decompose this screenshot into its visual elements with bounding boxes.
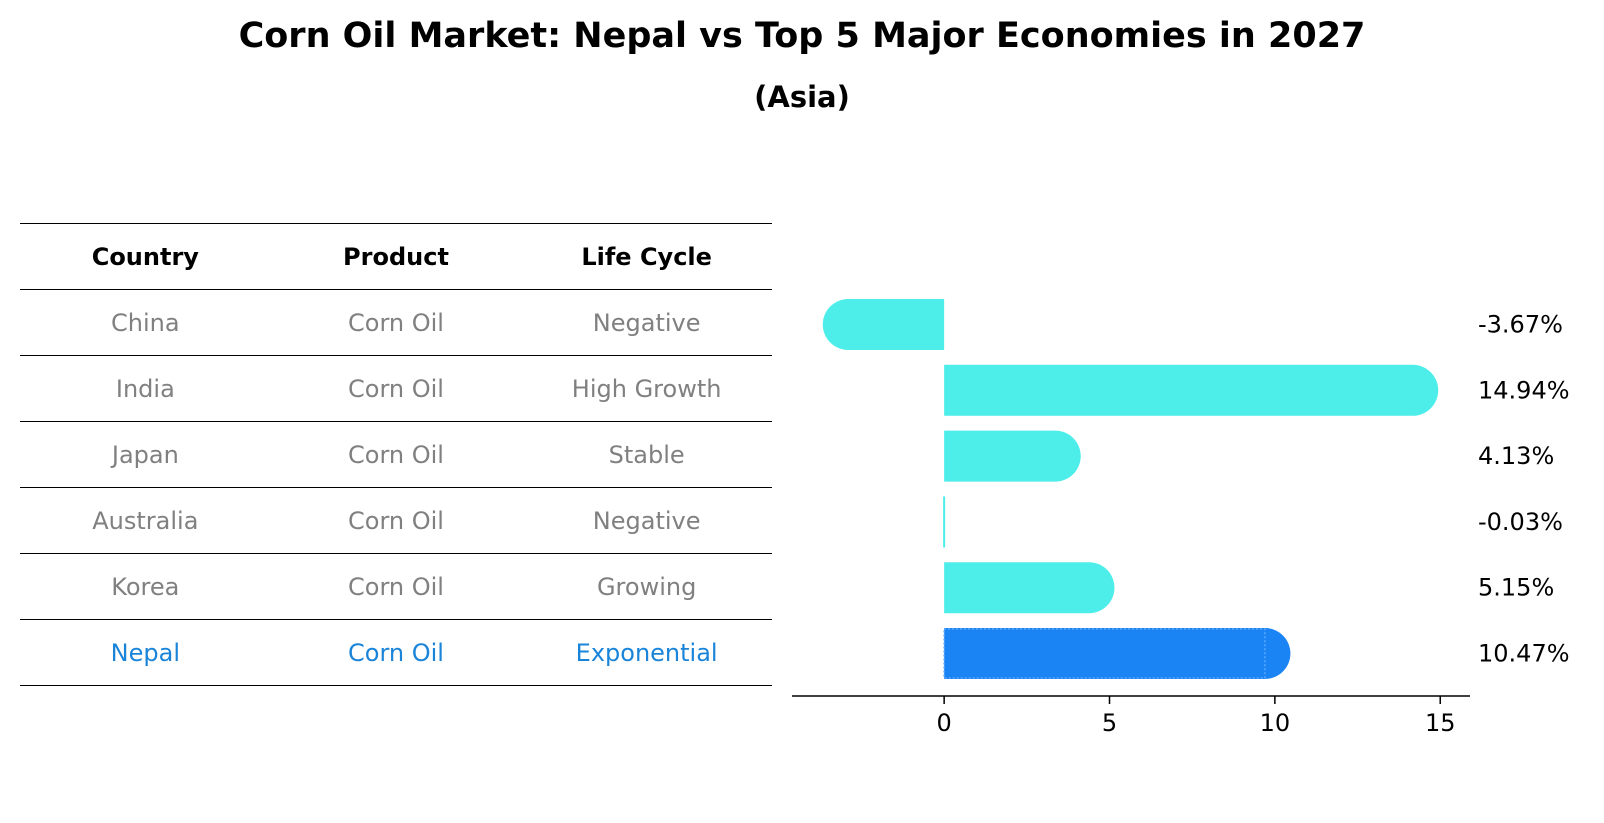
cell-product: Corn Oil xyxy=(348,440,444,469)
table-row: Japan Corn Oil Stable xyxy=(20,422,772,488)
cell-product: Corn Oil xyxy=(348,638,444,667)
cell-life-cycle: Exponential xyxy=(575,638,718,667)
table-row-highlight: Nepal Corn Oil Exponential xyxy=(20,620,772,686)
cell-country: Nepal xyxy=(110,638,180,667)
cell-life-cycle: Negative xyxy=(592,506,701,535)
x-axis: 0 5 10 15 xyxy=(792,695,1470,737)
value-label-australia: -0.03% xyxy=(1478,508,1563,536)
bar-india xyxy=(944,364,1439,416)
value-label-india: 14.94% xyxy=(1478,376,1570,404)
table-row: Australia Corn Oil Negative xyxy=(20,488,772,554)
bar-highlight-outline xyxy=(943,628,1266,679)
cell-life-cycle: High Growth xyxy=(571,374,722,403)
cell-country: China xyxy=(111,308,180,337)
cell-country: India xyxy=(115,374,175,403)
table-row: India Corn Oil High Growth xyxy=(20,356,772,422)
x-tick-label: 5 xyxy=(1102,709,1117,737)
cell-product: Corn Oil xyxy=(348,572,444,601)
cell-country: Japan xyxy=(111,440,179,469)
cell-product: Corn Oil xyxy=(348,374,444,403)
value-labels-group: -3.67% 14.94% 4.13% -0.03% 5.15% 10.47% xyxy=(1478,311,1570,668)
x-tick-label: 0 xyxy=(936,709,951,737)
value-label-japan: 4.13% xyxy=(1478,442,1554,470)
chart-title: Corn Oil Market: Nepal vs Top 5 Major Ec… xyxy=(238,16,1366,56)
bars-group xyxy=(822,299,1439,679)
cell-life-cycle: Negative xyxy=(592,308,701,337)
bar-japan xyxy=(944,430,1081,482)
value-label-nepal: 10.47% xyxy=(1478,640,1570,668)
header-life-cycle: Life Cycle xyxy=(581,242,712,271)
bar-china xyxy=(822,299,945,350)
table-row: Korea Corn Oil Growing xyxy=(20,554,772,620)
cell-product: Corn Oil xyxy=(348,506,444,535)
value-label-china: -3.67% xyxy=(1478,311,1563,339)
bar-korea xyxy=(944,562,1115,614)
header-product: Product xyxy=(343,242,449,271)
header-country: Country xyxy=(91,242,199,271)
bar-australia xyxy=(943,496,946,548)
bar-nepal xyxy=(944,628,1291,679)
cell-country: Australia xyxy=(92,506,199,535)
table-row: China Corn Oil Negative xyxy=(20,290,772,356)
cell-life-cycle: Growing xyxy=(596,572,697,601)
chart-subtitle: (Asia) xyxy=(754,80,850,114)
cell-life-cycle: Stable xyxy=(608,440,685,469)
table-header-row: Country Product Life Cycle xyxy=(20,224,772,290)
value-label-korea: 5.15% xyxy=(1478,574,1554,602)
x-tick-label: 15 xyxy=(1425,709,1456,737)
cell-country: Korea xyxy=(111,572,180,601)
data-table: Country Product Life Cycle China Corn Oi… xyxy=(20,223,772,686)
x-tick-label: 10 xyxy=(1260,709,1291,737)
cell-product: Corn Oil xyxy=(348,308,444,337)
